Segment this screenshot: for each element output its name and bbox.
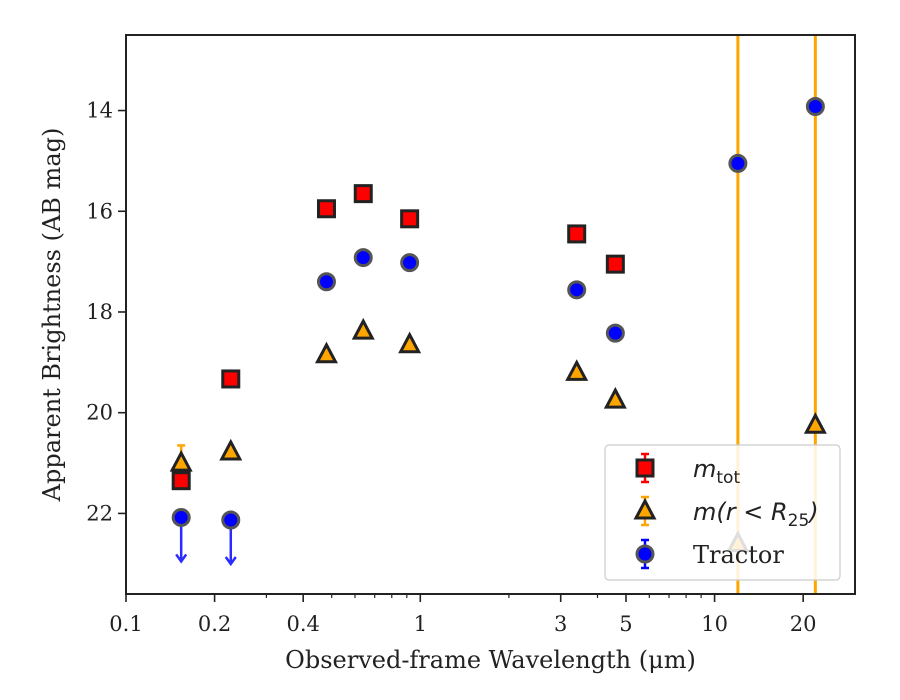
x-axis-label: Observed-frame Wavelength (μm): [285, 646, 696, 674]
legend-box: [604, 444, 841, 581]
x-tick-label: 0.1: [109, 612, 142, 636]
legend-marker: [635, 458, 655, 478]
legend: mtot m(r < R25) Tractor: [604, 444, 841, 581]
m-tot-marker: [567, 224, 587, 244]
y-axis-label: Apparent Brightness (AB mag): [38, 128, 66, 503]
m-r-r25-point: [351, 317, 375, 340]
axes: 0.1 0.2 0.4 1 3 5 10 20 14 16 18 20 22: [86, 99, 816, 636]
tractor-point: [728, 153, 748, 173]
tractor-point: [221, 510, 241, 567]
y-tick-label: 20: [86, 401, 113, 425]
m-tot-point: [316, 199, 336, 219]
m-tot-marker: [605, 254, 625, 274]
tractor-point: [605, 323, 625, 343]
legend-marker: [633, 497, 657, 520]
y-tick-label: 14: [86, 99, 113, 123]
legend-entry-m-tot: mtot: [635, 452, 740, 488]
m-r-r25-marker: [169, 449, 193, 472]
tractor-marker: [221, 510, 241, 530]
m-tot-marker: [353, 184, 373, 204]
x-tick-label: 3: [554, 612, 567, 636]
m-r-r25-marker: [219, 438, 243, 461]
m-tot-marker: [316, 199, 336, 219]
legend-label: mtot: [693, 455, 740, 488]
y-tick-label: 22: [86, 501, 113, 525]
y-tick-label: 18: [86, 300, 113, 324]
x-tick-label: 0.4: [286, 612, 319, 636]
legend-entry-m-r-r25: m(r < R25): [633, 495, 819, 531]
tractor-point: [805, 97, 825, 117]
tractor-point: [353, 248, 373, 268]
tractor-point: [567, 280, 587, 300]
x-tick-label: 0.2: [198, 612, 231, 636]
tractor-marker: [316, 272, 336, 292]
tractor-point: [400, 253, 420, 273]
m-r-r25-point: [398, 331, 422, 354]
m-r-r25-point: [603, 386, 627, 409]
tractor-point: [316, 272, 336, 292]
tractor-marker: [567, 280, 587, 300]
m-r-r25-point: [314, 341, 338, 364]
m-tot-marker: [221, 369, 241, 389]
m-tot-point: [400, 209, 420, 229]
tractor-marker: [353, 248, 373, 268]
tractor-marker: [171, 507, 191, 527]
m-r-r25-marker: [398, 331, 422, 354]
m-tot-marker: [400, 209, 420, 229]
x-tick-label: 1: [414, 612, 427, 636]
tractor-point: [171, 507, 191, 564]
tractor-marker: [728, 153, 748, 173]
legend-marker: [635, 544, 655, 564]
m-r-r25-marker: [565, 359, 589, 381]
m-tot-point: [567, 224, 587, 244]
legend-label: Tractor: [693, 541, 784, 569]
m-r-r25-marker: [351, 317, 375, 340]
m-r-r25-marker: [314, 341, 338, 364]
m-tot-marker: [171, 471, 191, 491]
m-tot-point: [605, 254, 625, 274]
m-r-r25-marker: [603, 386, 627, 409]
plot-frame: [125, 34, 856, 595]
legend-label: m(r < R25): [693, 498, 819, 531]
legend-entry-tractor: Tractor: [635, 538, 784, 570]
m-tot-point: [171, 471, 191, 491]
y-tick-label: 16: [86, 199, 113, 223]
tractor-marker: [805, 97, 825, 117]
tractor-limit-arrow: [224, 556, 237, 567]
x-tick-label: 20: [790, 612, 817, 636]
m-r-r25-point: [565, 359, 589, 381]
m-tot-point: [221, 369, 241, 389]
tractor-marker: [400, 253, 420, 273]
m-r-r25-marker: [803, 412, 827, 434]
m-r-r25-point: [219, 438, 243, 461]
m-tot-point: [353, 184, 373, 204]
x-tick-label: 10: [701, 612, 728, 636]
tractor-limit-arrow: [175, 553, 188, 564]
x-tick-label: 5: [619, 612, 632, 636]
tractor-marker: [605, 323, 625, 343]
